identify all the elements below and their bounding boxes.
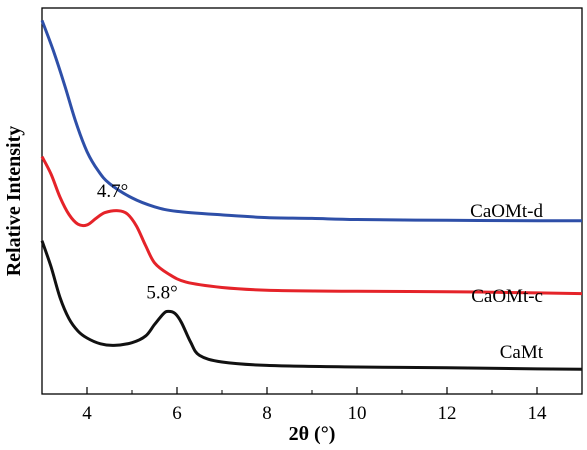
peak-annotation: 4.7° bbox=[97, 181, 128, 202]
series-group bbox=[40, 19, 583, 371]
x-tick-label: 10 bbox=[348, 403, 367, 424]
x-ticks: 4 6 8 10 12 14 bbox=[41, 387, 583, 424]
series-labels: CaOMt-d CaOMt-c CaMt bbox=[470, 201, 544, 363]
series-label-caomt-c: CaOMt-c bbox=[471, 286, 543, 307]
x-tick-label: 14 bbox=[528, 403, 548, 424]
plot-area: 4 6 8 10 12 14 CaOMt-d CaOMt-c CaMt 4.7° 5.8° bbox=[40, 7, 583, 424]
series-label-caomt-d: CaOMt-d bbox=[470, 201, 543, 222]
peak-annotation: 5.8° bbox=[146, 282, 177, 303]
series-line-caomt-c bbox=[40, 155, 583, 296]
x-tick-label: 12 bbox=[438, 403, 457, 424]
series-label-camt: CaMt bbox=[500, 342, 544, 363]
x-axis-title: 2θ (°) bbox=[289, 423, 336, 445]
x-tick-label: 4 bbox=[82, 403, 92, 424]
series-line-camt bbox=[40, 240, 583, 371]
x-tick-label: 6 bbox=[172, 403, 182, 424]
series-line-caomt-d bbox=[40, 19, 583, 223]
peak-annotations: 4.7° 5.8° bbox=[97, 181, 178, 303]
x-tick-label: 8 bbox=[262, 403, 272, 424]
y-axis-title: Relative Intensity bbox=[3, 126, 25, 277]
